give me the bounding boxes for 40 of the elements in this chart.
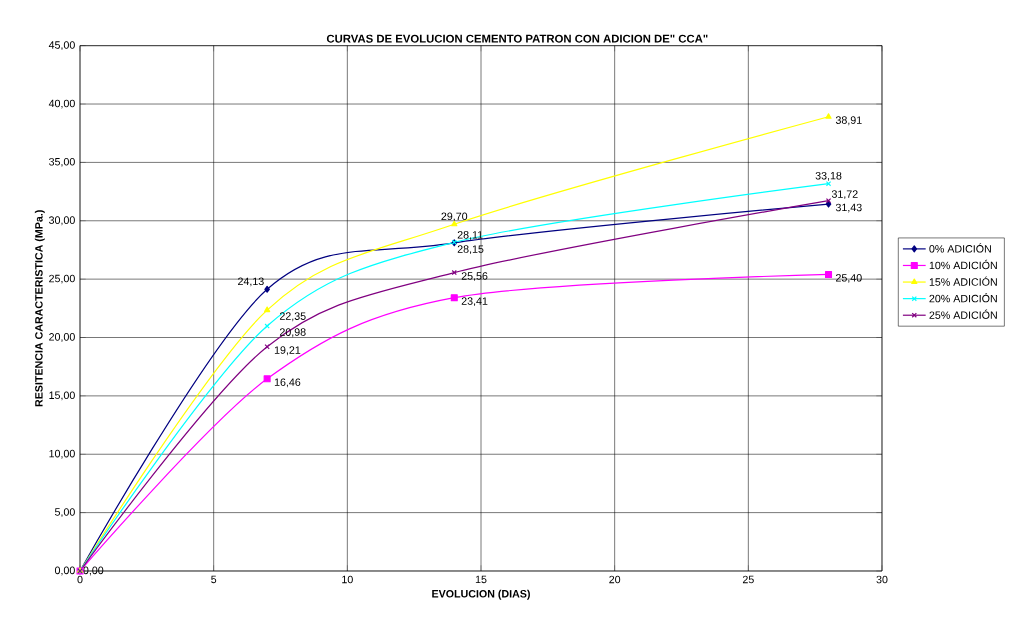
y-tick-label: 30,00 xyxy=(49,216,75,226)
y-tick-label: 0,00 xyxy=(54,566,75,576)
data-label: 24,13 xyxy=(238,277,264,287)
x-tick-label: 25 xyxy=(742,575,754,584)
y-tick-label: 20,00 xyxy=(49,333,75,342)
data-label: 16,46 xyxy=(274,378,301,388)
y-tick-label: 5,00 xyxy=(54,508,75,518)
data-label: 33,18 xyxy=(815,171,842,181)
data-label: 29,70 xyxy=(441,212,468,222)
data-label: 25,56 xyxy=(461,272,488,281)
chart-title: CURVAS DE EVOLUCION CEMENTO PATRON CON ADICION DE" CCA" xyxy=(326,34,708,43)
legend-label: 25% ADICIÓN xyxy=(929,309,997,319)
data-label: 0,00 xyxy=(83,566,104,576)
data-label: 31,72 xyxy=(831,190,858,200)
data-label: 25,40 xyxy=(836,274,862,283)
data-label: 38,91 xyxy=(835,116,862,126)
data-label: 19,21 xyxy=(274,346,301,356)
y-tick-label: 45,00 xyxy=(48,41,75,51)
x-axis-title: EVOLUCION (DIAS) xyxy=(432,589,530,600)
legend-label: 15% ADICIÓN xyxy=(929,276,997,286)
x-tick-label: 10 xyxy=(342,575,353,584)
y-tick-label: 10,00 xyxy=(49,449,75,459)
data-label: 23,41 xyxy=(461,297,488,307)
y-tick-label: 35,00 xyxy=(49,157,75,167)
data-label: 31,43 xyxy=(835,203,862,213)
data-label: 22,35 xyxy=(279,312,306,322)
x-tick-label: 30 xyxy=(876,575,888,584)
y-tick-label: 15,00 xyxy=(49,391,75,401)
x-tick-label: 15 xyxy=(475,575,487,584)
x-tick-label: 0 xyxy=(77,575,83,584)
data-label: 28,15 xyxy=(457,245,484,255)
legend-label: 20% ADICIÓN xyxy=(929,293,997,303)
legend-label: 10% ADICIÓN xyxy=(929,259,997,270)
data-label: 28,11 xyxy=(457,231,483,240)
y-axis-title: RESITENCIA CARACTERISTICA (MPa.) xyxy=(34,210,45,407)
y-tick-label: 25,00 xyxy=(49,274,75,284)
x-tick-label: 5 xyxy=(211,575,217,584)
y-tick-label: 40,00 xyxy=(48,99,75,109)
x-tick-label: 20 xyxy=(609,575,621,584)
legend-label: 0% ADICIÓN xyxy=(929,243,991,253)
